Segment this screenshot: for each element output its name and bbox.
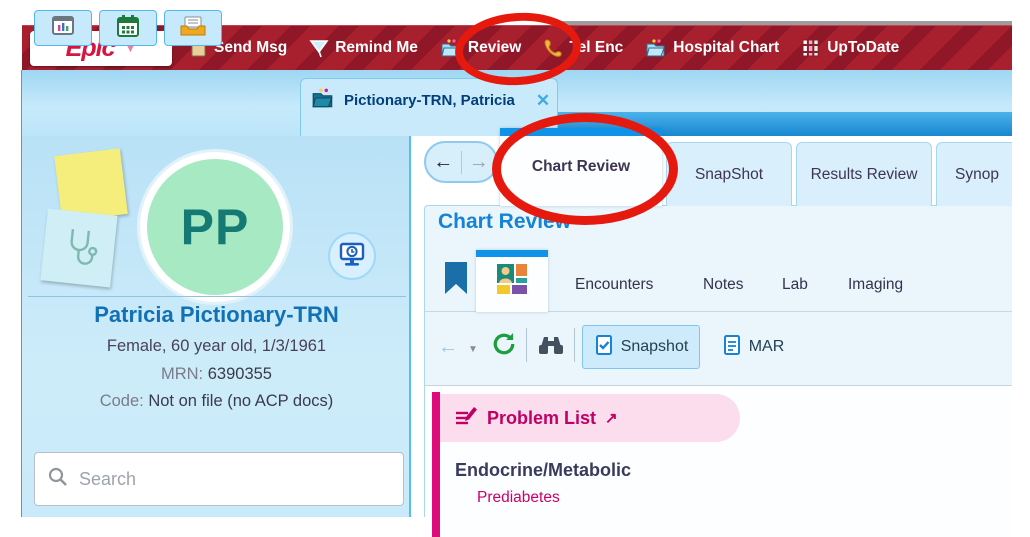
patient-mrn: MRN: 6390355	[22, 365, 411, 384]
review-button[interactable]: Review	[434, 38, 527, 58]
binoculars-search-icon[interactable]	[537, 332, 565, 363]
hospital-chart-button[interactable]: Hospital Chart	[639, 38, 785, 58]
forward-arrow-button[interactable]: →	[468, 150, 489, 173]
open-folder-icon	[311, 87, 335, 114]
chevron-down-icon[interactable]: ▼	[468, 344, 478, 355]
bookmark-icon[interactable]	[443, 260, 469, 301]
refresh-icon[interactable]	[490, 330, 518, 363]
open-folder-icon	[645, 38, 667, 58]
subtab-encounters[interactable]: Encounters	[575, 276, 654, 293]
uptodate-button[interactable]: UpToDate	[795, 38, 905, 58]
mrn-value: 6390355	[207, 365, 272, 383]
subtab-imaging[interactable]: Imaging	[848, 276, 904, 293]
telehealth-button[interactable]	[328, 232, 376, 280]
chevron-down-icon: ▼	[124, 41, 137, 55]
mrn-label: MRN:	[160, 365, 204, 383]
patient-tab-label: Pictionary-TRN, Patricia	[344, 92, 515, 109]
problem-list-header[interactable]: Problem List ↗	[440, 394, 740, 442]
in-basket-button[interactable]	[164, 10, 222, 46]
code-value: Not on file (no ACP docs)	[148, 392, 334, 410]
pennant-flag-icon	[309, 38, 329, 58]
history-nav: ← →	[424, 141, 498, 183]
problem-list-accent-bar	[432, 392, 440, 537]
window-top-edge	[556, 21, 1030, 26]
sidebar-search[interactable]	[34, 452, 404, 506]
tab-chart-review[interactable]: Chart Review	[500, 128, 662, 206]
patient-tab[interactable]: Pictionary-TRN, Patricia ✕	[300, 78, 558, 136]
problem-list-title: Problem List	[487, 407, 597, 428]
toolbar-divider	[526, 328, 527, 362]
code-label: Code:	[99, 392, 144, 410]
patient-name: Patricia Pictionary-TRN	[94, 302, 339, 327]
report-chart-icon	[50, 14, 76, 43]
close-icon[interactable]: ✕	[535, 90, 551, 110]
sticky-note-stethoscope	[40, 208, 118, 288]
screenshot-bottom-margin	[0, 517, 431, 537]
avatar: PP	[147, 159, 283, 295]
subtab-snapshot-active[interactable]	[476, 250, 548, 312]
search-icon	[47, 466, 69, 493]
snapshot-grid-icon	[495, 262, 529, 301]
problem-item[interactable]: Prediabetes	[477, 489, 560, 506]
in-basket-icon	[179, 14, 207, 43]
open-folder-icon	[440, 38, 462, 58]
go-to-arrow-icon[interactable]: ↗	[605, 410, 618, 427]
problem-category: Endocrine/Metabolic	[455, 460, 632, 480]
subtab-lab[interactable]: Lab	[782, 276, 808, 293]
page-title: Chart Review	[438, 210, 572, 233]
dashboard-report-button[interactable]	[34, 10, 92, 46]
tel-enc-button[interactable]: Tel Enc	[537, 38, 629, 58]
patient-demographics: Female, 60 year old, 1/3/1961	[106, 337, 327, 355]
doc-check-icon	[594, 334, 614, 361]
calendar-button[interactable]	[99, 10, 157, 46]
phone-icon	[543, 38, 563, 58]
patient-code-status: Code: Not on file (no ACP docs)	[22, 392, 411, 411]
snapshot-toggle-button[interactable]: Snapshot	[582, 325, 700, 369]
toolbar-back-arrow-disabled: ←	[438, 336, 458, 358]
toolbar-divider	[574, 328, 575, 362]
patient-photo[interactable]: PP	[140, 152, 290, 302]
books-icon	[801, 38, 821, 58]
sidebar-divider	[28, 296, 406, 297]
tab-snapshot[interactable]: SnapShot	[666, 142, 792, 206]
telehealth-monitor-icon	[338, 240, 366, 273]
problem-list-icon	[454, 405, 478, 432]
calendar-icon	[116, 14, 140, 43]
back-arrow-button[interactable]: ←	[426, 150, 462, 174]
search-input[interactable]	[79, 468, 369, 490]
screenshot-right-margin	[1012, 0, 1030, 537]
tab-results-review[interactable]: Results Review	[796, 142, 932, 206]
mar-button[interactable]: MAR	[708, 325, 798, 369]
stethoscope-doodle-icon	[57, 222, 102, 275]
doc-lines-icon	[722, 334, 742, 361]
subtab-notes[interactable]: Notes	[703, 276, 744, 293]
subtab-divider	[425, 311, 1012, 312]
content-divider	[424, 385, 1012, 386]
remind-me-button[interactable]: Remind Me	[303, 38, 424, 58]
